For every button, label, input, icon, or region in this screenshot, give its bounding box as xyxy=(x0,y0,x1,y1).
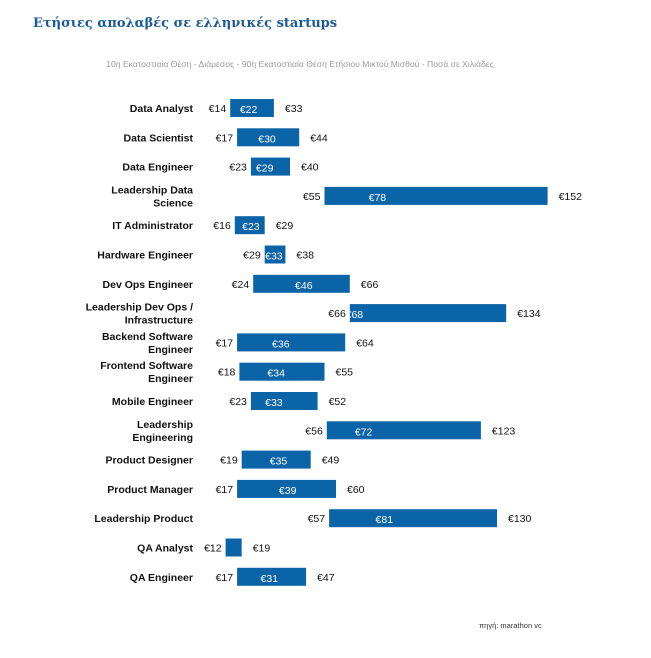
median-label: €68 xyxy=(346,309,364,321)
p10-label: €56 xyxy=(305,425,323,437)
p90-label: €134 xyxy=(517,308,541,320)
category-label: QA Engineer xyxy=(130,572,193,584)
p90-label: €19 xyxy=(253,543,271,555)
category-label: Product Designer xyxy=(105,455,193,467)
chart-subtitle: 10η Εκατοστιαία Θέση - Διάμεσος - 90η Εκ… xyxy=(106,59,494,69)
median-label: €29 xyxy=(256,163,274,175)
range-bar xyxy=(237,128,300,147)
category-label: Hardware Engineer xyxy=(97,250,193,262)
category-label: Data Analyst xyxy=(130,103,194,115)
range-bar xyxy=(234,216,265,235)
median-label: €33 xyxy=(265,397,283,409)
p10-label: €17 xyxy=(216,337,234,349)
median-label: €33 xyxy=(265,251,283,263)
range-bar xyxy=(237,567,307,586)
p90-label: €60 xyxy=(347,484,365,496)
range-bar xyxy=(326,421,481,440)
range-bar xyxy=(329,509,497,528)
category-label: Backend Software Engineer xyxy=(102,331,193,356)
category-label: Leadership Product xyxy=(94,513,193,525)
p90-label: €66 xyxy=(361,279,379,291)
category-label: IT Administrator xyxy=(112,220,193,232)
p10-label: €24 xyxy=(232,279,250,291)
median-label: €81 xyxy=(376,514,394,526)
p90-label: €40 xyxy=(301,162,319,174)
p10-label: €29 xyxy=(243,250,261,262)
p10-label: €14 xyxy=(209,103,227,115)
median-label: €72 xyxy=(355,426,373,438)
p90-label: €130 xyxy=(508,513,532,525)
p90-label: €44 xyxy=(310,132,328,144)
p10-label: €19 xyxy=(220,455,238,467)
p10-label: €57 xyxy=(308,513,326,525)
range-bar xyxy=(324,186,548,205)
range-bar xyxy=(250,157,290,176)
median-label: €78 xyxy=(369,192,387,204)
median-label: €34 xyxy=(267,368,285,380)
range-bar xyxy=(349,304,507,323)
median-label: €36 xyxy=(272,338,290,350)
p90-label: €64 xyxy=(356,337,374,349)
range-bar xyxy=(250,392,318,410)
category-label: Frontend Software Engineer xyxy=(100,360,193,385)
p90-label: €38 xyxy=(296,250,314,262)
range-bar xyxy=(225,538,242,557)
median-label: €46 xyxy=(295,280,313,292)
category-label: Data Scientist xyxy=(124,132,194,144)
category-label: Dev Ops Engineer xyxy=(103,279,193,291)
range-bar xyxy=(241,450,311,469)
p10-label: €23 xyxy=(229,162,247,174)
category-label: Data Engineer xyxy=(122,162,193,174)
range-bar xyxy=(264,245,286,264)
p90-label: €49 xyxy=(322,455,340,467)
median-label: €35 xyxy=(270,456,288,468)
median-label: €39 xyxy=(279,485,297,497)
category-label: QA Analyst xyxy=(137,543,193,555)
p90-label: €55 xyxy=(336,367,354,379)
p10-label: €17 xyxy=(216,572,234,584)
p90-label: €33 xyxy=(285,103,303,115)
p90-label: €152 xyxy=(559,191,583,203)
p90-label: €52 xyxy=(329,396,347,408)
source-note: πηγή: marathon vc xyxy=(479,621,542,630)
range-bar xyxy=(237,479,336,498)
chart-title: Ετήσιες απολαβές σε ελληνικές startups xyxy=(33,16,338,31)
p10-label: €12 xyxy=(204,543,222,555)
p90-label: €123 xyxy=(492,425,516,437)
category-label: Mobile Engineer xyxy=(112,396,193,408)
category-label: Leadership Dev Ops / Infrastructure xyxy=(86,302,194,327)
category-label: Product Manager xyxy=(107,484,193,496)
p10-label: €16 xyxy=(213,220,231,232)
category-label: Leadership Data Science xyxy=(111,184,193,209)
category-label: Leadership Engineering xyxy=(132,419,193,444)
range-bar xyxy=(237,333,346,352)
p10-label: €18 xyxy=(218,367,236,379)
median-label: €23 xyxy=(242,221,260,233)
p10-label: €17 xyxy=(216,484,234,496)
p10-label: €66 xyxy=(328,308,346,320)
p10-label: €23 xyxy=(229,396,247,408)
p90-label: €47 xyxy=(317,572,335,584)
range-bar xyxy=(253,274,350,293)
range-bar xyxy=(230,99,274,117)
p10-label: €17 xyxy=(216,132,234,144)
p10-label: €55 xyxy=(303,191,321,203)
median-label: €22 xyxy=(240,104,258,116)
median-label: €31 xyxy=(261,573,279,585)
median-label: €30 xyxy=(258,133,276,145)
p90-label: €29 xyxy=(276,220,294,232)
range-bar xyxy=(239,362,325,381)
